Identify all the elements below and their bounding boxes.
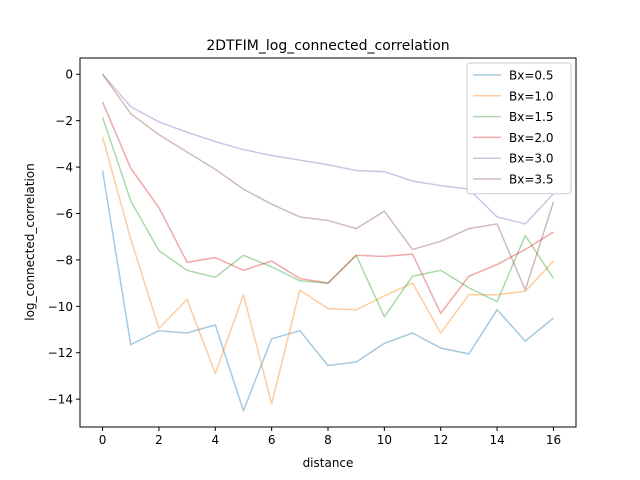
y-axis-label: log_connected_correlation [23,163,37,321]
y-tick-label-3: −6 [55,207,73,221]
x-tick-label-1: 2 [155,433,163,447]
legend-label-0: Bx=0.5 [509,69,553,83]
series-line-0 [101,170,554,412]
x-tick-label-5: 10 [377,433,392,447]
y-tick-label-5: −10 [48,300,73,314]
x-tick-label-2: 4 [211,433,219,447]
y-tick-label-0: 0 [65,68,73,82]
x-tick-label-7: 14 [489,433,504,447]
chart-title: 2DTFIM_log_connected_correlation [206,38,449,54]
y-tick-label-1: −2 [55,114,73,128]
y-axis: 0 −2 −4 −6 −8 −10 −12 −14 [48,68,80,407]
x-tick-label-0: 0 [99,433,107,447]
series-line-4 [101,73,554,225]
y-tick-label-2: −4 [55,161,73,175]
legend-label-1: Bx=1.0 [509,89,553,103]
series-line-5 [101,73,555,291]
legend-label-3: Bx=2.0 [509,131,553,145]
x-axis-label: distance [303,456,354,470]
y-tick-label-6: −12 [48,346,73,360]
legend: Bx=0.5 Bx=1.0 Bx=1.5 Bx=2.0 Bx=3.0 Bx=3.5 [466,62,572,195]
x-tick-label-4: 8 [324,433,332,447]
legend-box [466,62,572,195]
x-tick-label-8: 16 [546,433,561,447]
legend-label-4: Bx=3.0 [509,152,553,166]
y-tick-label-7: −14 [48,393,73,407]
x-tick-label-6: 12 [433,433,448,447]
plot-area [101,73,555,412]
y-tick-label-4: −8 [55,253,73,267]
series-line-3 [101,101,554,315]
axes-frame [79,57,577,428]
series-line-1 [101,136,554,405]
series-line-2 [101,116,555,318]
x-axis: 0 2 4 6 8 10 12 14 16 [99,427,561,447]
x-tick-label-3: 6 [268,433,276,447]
legend-label-5: Bx=3.5 [509,173,553,187]
legend-label-2: Bx=1.5 [509,110,553,124]
